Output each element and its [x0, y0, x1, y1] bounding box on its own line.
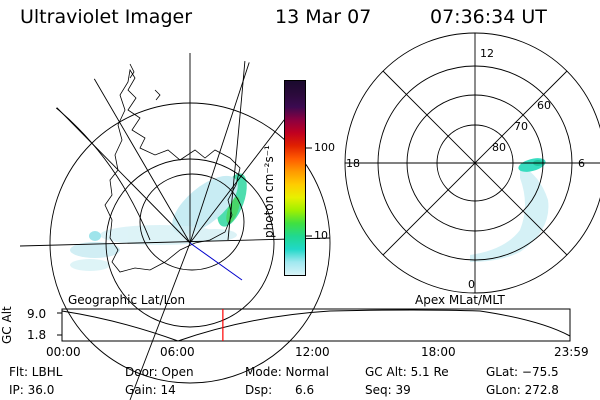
status-gc-alt: GC Alt: 5.1 Re — [365, 365, 449, 379]
colorbar-tick-100: 100 — [314, 141, 335, 154]
colorbar-tick-10: 10 — [314, 229, 328, 242]
status-mode: Mode: Normal — [245, 365, 329, 379]
orbit-altitude-curve — [61, 309, 571, 342]
mlt-label-18: 18 — [346, 157, 360, 170]
orbit-plot-frame — [61, 308, 571, 342]
sun-direction-line — [189, 242, 243, 281]
orbit-ytick-min: 1.8 — [27, 328, 47, 342]
status-gain: Gain: 14 — [125, 383, 176, 397]
coastline — [104, 68, 241, 273]
status-glon: GLon: 272.8 — [486, 383, 559, 397]
colorbar — [284, 80, 306, 276]
orbit-xtick-1: 06:00 — [160, 345, 195, 359]
mlt-label-12: 12 — [480, 47, 494, 60]
status-seq: Seq: 39 — [365, 383, 411, 397]
status-door: Door: Open — [125, 365, 194, 379]
mlat-label-80: 80 — [492, 141, 506, 154]
mlt-label-6: 6 — [578, 157, 585, 170]
observation-time: 07:36:34 UT — [430, 6, 547, 28]
orbit-xtick-4: 23:59 — [554, 345, 589, 359]
orbit-xtick-0: 00:00 — [46, 345, 81, 359]
observation-date: 13 Mar 07 — [275, 6, 372, 28]
orbit-ytick-max: 9.0 — [27, 307, 47, 321]
status-glat: GLat: −75.5 — [486, 365, 559, 379]
mlat-label-70: 70 — [514, 120, 528, 133]
status-dsp: Dsp: 6.6 — [245, 383, 315, 397]
mlat-label-60: 60 — [537, 99, 551, 112]
apex-label: Apex MLat/MLT — [415, 293, 505, 307]
geographic-label: Geographic Lat/Lon — [68, 293, 186, 307]
polar-grid — [344, 32, 600, 294]
instrument-title: Ultraviolet Imager — [20, 6, 193, 28]
orbit-xtick-3: 18:00 — [421, 345, 456, 359]
mlt-label-0: 0 — [468, 278, 475, 291]
orbit-xtick-2: 12:00 — [295, 345, 330, 359]
status-filter: Flt: LBHL — [9, 365, 63, 379]
status-ip: IP: 36.0 — [9, 383, 55, 397]
